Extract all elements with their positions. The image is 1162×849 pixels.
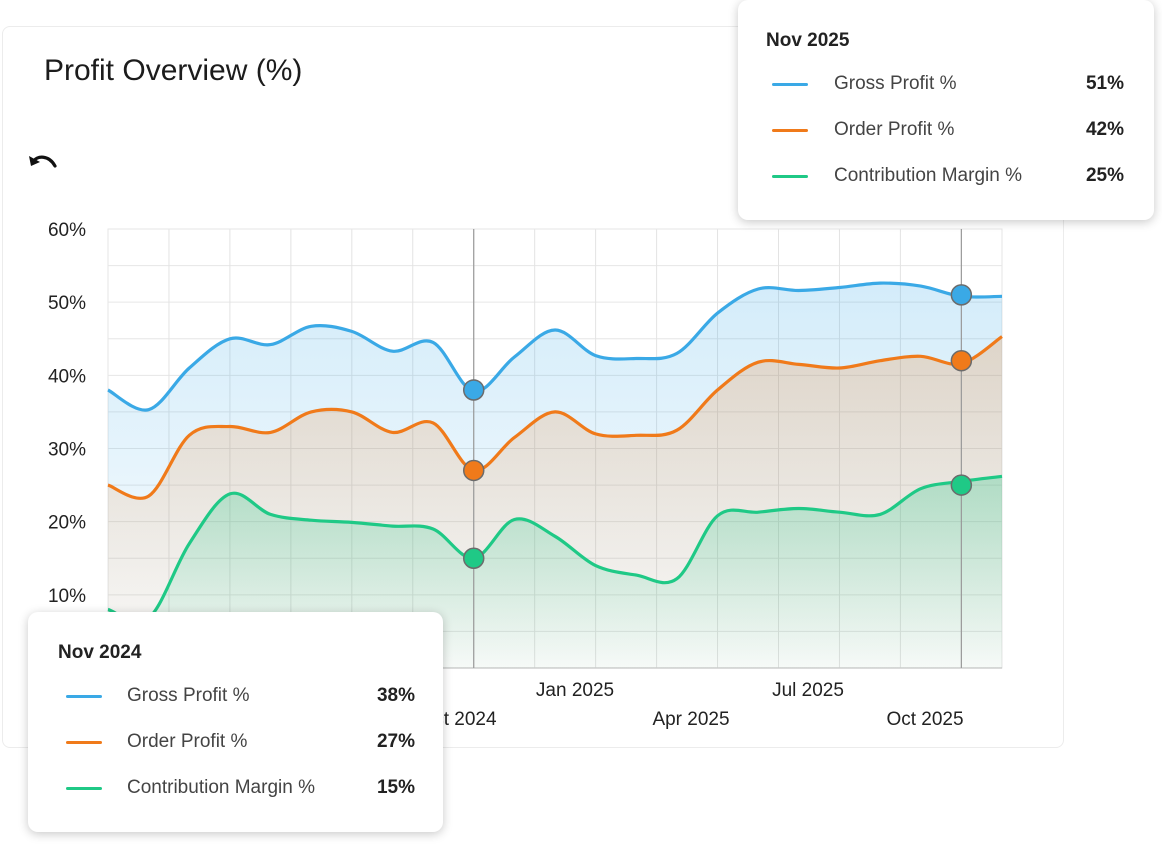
order-profit-line: [107, 335, 1003, 500]
gross-profit-line: [107, 281, 1003, 412]
tooltip-value: 27%: [376, 731, 415, 752]
tooltip-row-gross: Gross Profit % 51%: [738, 70, 1154, 98]
x-tick-label: Jul 2025: [772, 680, 844, 701]
tooltip-label: Gross Profit %: [127, 685, 250, 706]
y-tick-label: 10%: [48, 586, 86, 607]
order-profit-point: [950, 349, 973, 372]
tooltip-nov-2025: Nov 2025 Gross Profit % 51% Order Profit…: [738, 0, 1154, 220]
y-tick-label: 20%: [48, 513, 86, 534]
tooltip-value: 25%: [1085, 165, 1124, 186]
tooltip-value: 51%: [1085, 73, 1124, 94]
x-tick-label: Jan 2025: [536, 680, 614, 701]
order-swatch: [772, 128, 808, 132]
y-tick-label: 50%: [48, 293, 86, 314]
tooltip-label: Order Profit %: [127, 731, 248, 752]
tooltip-title: Nov 2024: [58, 642, 142, 663]
undo-icon: [29, 155, 57, 168]
y-tick-label: 30%: [48, 440, 86, 461]
gross-swatch: [772, 82, 808, 86]
tooltip-value: 38%: [376, 685, 415, 706]
tooltip-row-order: Order Profit % 27%: [28, 728, 443, 756]
tooltip-value: 42%: [1085, 119, 1124, 140]
tooltip-label: Contribution Margin %: [834, 165, 1022, 186]
contribution-margin-point: [462, 547, 485, 569]
margin-swatch: [772, 174, 808, 178]
contribution-margin-line: [107, 474, 1003, 624]
x-tick-label: Apr 2025: [652, 709, 729, 730]
contribution-margin-point: [950, 474, 973, 496]
margin-swatch: [66, 786, 102, 790]
y-tick-label: 40%: [48, 366, 86, 387]
page-title: Profit Overview (%): [44, 54, 303, 87]
tooltip-row-margin: Contribution Margin % 15%: [28, 774, 443, 802]
order-profit-point: [462, 459, 485, 482]
tooltip-label: Contribution Margin %: [127, 777, 315, 798]
gross-swatch: [66, 694, 102, 698]
x-tick-label: Oct 2025: [886, 709, 963, 730]
y-tick-label: 60%: [48, 220, 86, 241]
tooltip-label: Gross Profit %: [834, 73, 957, 94]
tooltip-row-margin: Contribution Margin % 25%: [738, 162, 1154, 190]
gross-profit-point: [462, 379, 485, 401]
order-swatch: [66, 740, 102, 744]
gross-profit-point: [950, 284, 973, 306]
reset-zoom-button[interactable]: [26, 148, 60, 178]
tooltip-label: Order Profit %: [834, 119, 955, 140]
tooltip-title: Nov 2025: [766, 30, 850, 51]
tooltip-value: 15%: [376, 777, 415, 798]
tooltip-nov-2024: Nov 2024 Gross Profit % 38% Order Profit…: [28, 612, 443, 832]
tooltip-row-gross: Gross Profit % 38%: [28, 682, 443, 710]
tooltip-row-order: Order Profit % 42%: [738, 116, 1154, 144]
